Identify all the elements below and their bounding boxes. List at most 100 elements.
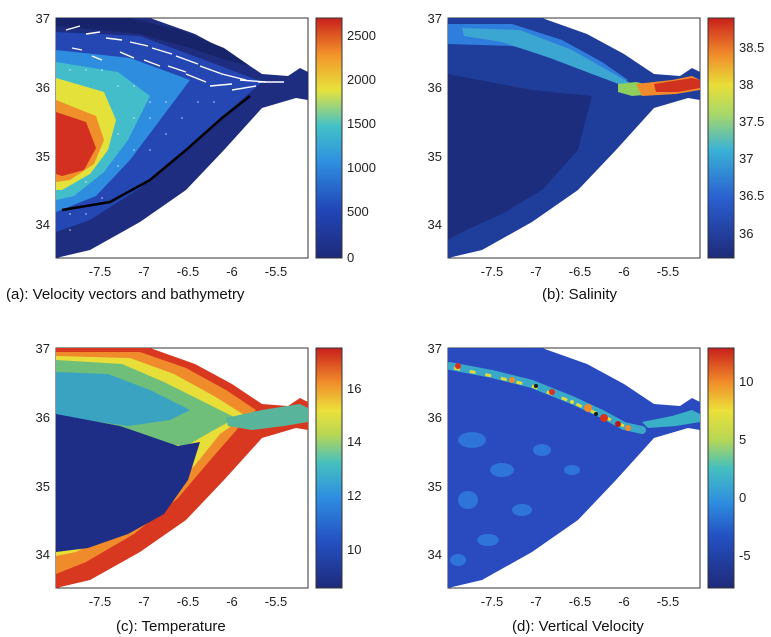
panel-a-x-tick: -7.5 (89, 264, 111, 279)
panel-c-x-tick: -6 (226, 594, 238, 609)
panel-a-cb-tick: 2500 (347, 28, 376, 43)
panel-c: 37 36 35 34 -7.5 -7 -6.5 -6 -5.5 16 14 1… (0, 330, 380, 635)
panel-b-dark-interior (448, 74, 592, 240)
panel-c-field (56, 348, 308, 588)
panel-b-y-tick: 37 (428, 11, 442, 26)
panel-b-cb-tick: 37.5 (739, 114, 764, 129)
panel-d-colorbar (707, 347, 735, 589)
panel-a-y-tick: 35 (36, 149, 50, 164)
panel-a-velocity-vectors (65, 25, 284, 91)
panel-b-x-tick: -7 (530, 264, 542, 279)
panel-d-y-tick: 34 (428, 547, 442, 562)
panel-b-y-tick: 34 (428, 217, 442, 232)
panel-a-x-ticks: -7.5 -7 -6.5 -6 -5.5 (89, 264, 287, 279)
panel-b-cb-tick: 38.5 (739, 40, 764, 55)
panel-b-field (448, 18, 700, 258)
panel-b-svg: 37 36 35 34 -7.5 -7 -6.5 -6 -5.5 38.5 38… (428, 11, 765, 279)
panel-b-x-tick: -6 (618, 264, 630, 279)
panel-d-cb-tick: 0 (739, 490, 746, 505)
panel-d-front (448, 362, 646, 434)
panel-d-y-tick: 37 (428, 341, 442, 356)
panel-a-y-tick: 37 (36, 11, 50, 26)
panel-c-teal-band (56, 372, 190, 426)
panel-d-patches (450, 432, 580, 566)
panel-a-deep-channel (56, 18, 250, 66)
panel-b-cb-tick: 36.5 (739, 188, 764, 203)
panel-c-colorbar-ticks: 16 14 12 10 (347, 381, 361, 557)
panel-b-x-tick: -7.5 (481, 264, 503, 279)
panel-d-y-tick: 36 (428, 410, 442, 425)
panel-a-y-ticks: 37 36 35 34 (36, 11, 50, 232)
panel-d-x-tick: -6.5 (569, 594, 591, 609)
panel-d-x-tick: -6 (618, 594, 630, 609)
panel-b-outflow-red (654, 78, 700, 92)
panel-c-cb-tick: 16 (347, 381, 361, 396)
panel-d-y-tick: 35 (428, 479, 442, 494)
panel-d-cb-tick: -5 (739, 548, 751, 563)
panel-d-field (448, 348, 700, 588)
panel-c-x-tick: -5.5 (265, 594, 287, 609)
panel-c-cb-tick: 12 (347, 488, 361, 503)
panel-a-y-tick: 34 (36, 217, 50, 232)
panel-b-cb-tick: 36 (739, 226, 753, 241)
panel-c-y-tick: 37 (36, 341, 50, 356)
panel-c-svg: 37 36 35 34 -7.5 -7 -6.5 -6 -5.5 16 14 1… (36, 341, 362, 609)
panel-d-y-ticks: 37 36 35 34 (428, 341, 442, 562)
panel-a-colorbar-ticks: 2500 2000 1500 1000 500 0 (347, 28, 376, 265)
panel-a: 37 36 35 34 -7.5 -7 -6.5 -6 -5.5 2500 20… (0, 0, 380, 303)
panel-d-cb-tick: 10 (739, 374, 753, 389)
panel-b-inflow-core (462, 28, 632, 86)
panel-c-x-tick: -7 (138, 594, 150, 609)
panel-b-colorbar (707, 17, 735, 259)
panel-a-black-contour (61, 95, 251, 212)
panel-d-x-ticks: -7.5 -7 -6.5 -6 -5.5 (481, 594, 679, 609)
panel-b-cb-tick: 38 (739, 77, 753, 92)
panel-a-vector-dots (69, 69, 215, 231)
panel-d-x-tick: -7 (530, 594, 542, 609)
panel-d-svg: 37 36 35 34 -7.5 -7 -6.5 -6 -5.5 10 5 0 … (428, 341, 754, 609)
panel-c-x-ticks: -7.5 -7 -6.5 -6 -5.5 (89, 594, 287, 609)
panel-d: 37 36 35 34 -7.5 -7 -6.5 -6 -5.5 10 5 0 … (392, 330, 771, 635)
panel-a-x-tick: -6.5 (177, 264, 199, 279)
panel-a-cb-tick: 2000 (347, 72, 376, 87)
panel-c-caption: (c): Temperature (116, 618, 226, 635)
panel-c-y-tick: 35 (36, 479, 50, 494)
panel-b-cb-tick: 37 (739, 151, 753, 166)
panel-b-x-tick: -5.5 (657, 264, 679, 279)
panel-a-colorbar (315, 17, 343, 259)
panel-a-y-tick: 36 (36, 80, 50, 95)
panel-c-x-tick: -6.5 (177, 594, 199, 609)
panel-a-cb-tick: 500 (347, 204, 369, 219)
panel-d-cb-tick: 5 (739, 432, 746, 447)
panel-d-x-tick: -7.5 (481, 594, 503, 609)
panel-b-y-tick: 35 (428, 149, 442, 164)
panel-b-x-tick: -6.5 (569, 264, 591, 279)
panel-a-cb-tick: 0 (347, 250, 354, 265)
panel-a-cb-tick: 1000 (347, 160, 376, 175)
panel-d-x-tick: -5.5 (657, 594, 679, 609)
panel-a-caption: (a): Velocity vectors and bathymetry (6, 286, 245, 303)
panel-c-cb-tick: 10 (347, 542, 361, 557)
panel-a-cb-tick: 1500 (347, 116, 376, 131)
panel-c-outflow (226, 404, 308, 430)
panel-b-y-tick: 36 (428, 80, 442, 95)
panel-a-x-tick: -5.5 (265, 264, 287, 279)
panel-b-x-ticks: -7.5 -7 -6.5 -6 -5.5 (481, 264, 679, 279)
panel-b: 37 36 35 34 -7.5 -7 -6.5 -6 -5.5 38.5 38… (392, 0, 771, 303)
panel-c-y-ticks: 37 36 35 34 (36, 341, 50, 562)
panel-b-caption: (b): Salinity (542, 286, 618, 303)
panel-a-svg: 37 36 35 34 -7.5 -7 -6.5 -6 -5.5 2500 20… (36, 11, 376, 279)
panel-b-y-ticks: 37 36 35 34 (428, 11, 442, 232)
panel-c-x-tick: -7.5 (89, 594, 111, 609)
panel-a-x-tick: -6 (226, 264, 238, 279)
panel-c-y-tick: 36 (36, 410, 50, 425)
panel-d-caption: (d): Vertical Velocity (512, 618, 644, 635)
panel-c-cold-core (56, 414, 200, 552)
panel-a-x-tick: -7 (138, 264, 150, 279)
panel-c-y-tick: 34 (36, 547, 50, 562)
panel-a-field (56, 18, 308, 258)
panel-d-strait (642, 410, 700, 428)
panel-d-colorbar-ticks: 10 5 0 -5 (739, 374, 753, 563)
panel-b-colorbar-ticks: 38.5 38 37.5 37 36.5 36 (739, 40, 764, 241)
